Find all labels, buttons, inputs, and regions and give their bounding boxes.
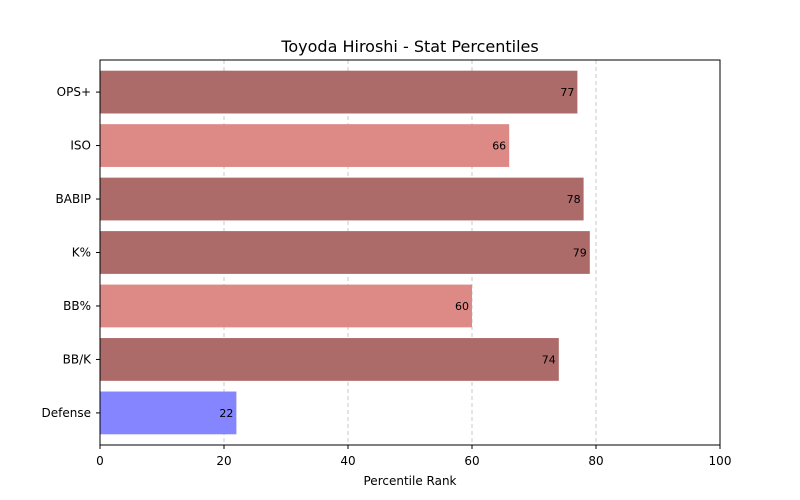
y-tick-label-k: K%	[72, 246, 91, 260]
y-axis: OPS+ ISO BABIP K% BB% BB/K Defense	[42, 85, 100, 420]
data-label-k: 79	[573, 247, 587, 260]
x-axis-label: Percentile Rank	[364, 474, 457, 488]
data-label-defense: 22	[219, 407, 233, 420]
x-tick-label-100: 100	[709, 454, 732, 468]
bar-bb	[100, 284, 472, 328]
x-tick-label-20: 20	[216, 454, 231, 468]
data-label-bb-k: 74	[542, 353, 556, 366]
data-label-ops: 77	[560, 86, 574, 99]
bar-bb-k	[100, 338, 559, 381]
bar-iso	[100, 124, 510, 167]
x-tick-label-80: 80	[588, 454, 603, 468]
x-tick-label-40: 40	[340, 454, 355, 468]
data-labels: 77 66 78 79 60 74 22	[219, 86, 586, 420]
x-tick-label-60: 60	[464, 454, 479, 468]
bars	[100, 70, 590, 435]
data-label-babip: 78	[567, 193, 581, 206]
bar-k	[100, 231, 590, 274]
chart-title: Toyoda Hiroshi - Stat Percentiles	[280, 37, 538, 56]
data-label-bb: 60	[455, 300, 469, 313]
x-tick-label-0: 0	[96, 454, 104, 468]
x-axis: 0 20 40 60 80 100	[96, 445, 731, 468]
bar-babip	[100, 177, 584, 221]
y-tick-label-bb: BB%	[63, 299, 91, 313]
y-tick-label-defense: Defense	[42, 406, 91, 420]
y-tick-label-bb-k: BB/K	[63, 352, 93, 366]
data-label-iso: 66	[492, 140, 506, 153]
y-tick-label-iso: ISO	[70, 139, 91, 153]
y-tick-label-babip: BABIP	[56, 192, 91, 206]
bar-ops	[100, 70, 578, 114]
y-tick-label-ops: OPS+	[57, 85, 91, 99]
bar-defense	[100, 391, 237, 435]
